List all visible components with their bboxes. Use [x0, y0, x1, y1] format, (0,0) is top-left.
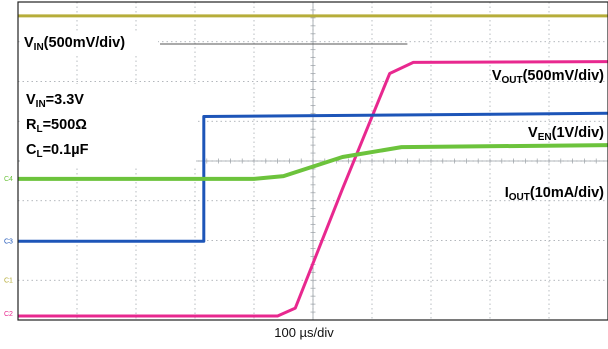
- trace-vout: [18, 60, 608, 318]
- condition-2: RL=500Ω: [26, 117, 87, 135]
- traces: [18, 14, 608, 318]
- channel-marker-c2: C2: [4, 311, 13, 318]
- channel-marker-c1: C1: [4, 277, 13, 284]
- label-iout: IOUT(10mA/div): [505, 185, 604, 203]
- label-vout: VOUT(500mV/div): [492, 68, 604, 86]
- trace-iout: [18, 143, 608, 181]
- label-ven: VEN(1V/div): [528, 125, 604, 143]
- channel-marker-c3: C3: [4, 238, 13, 245]
- conditions-backdrop: [20, 84, 196, 166]
- trace-labels: VIN(500mV/div) VOUT(500mV/div) VEN(1V/div)…: [20, 35, 604, 203]
- vin-label-backdrop: [20, 33, 158, 53]
- condition-3: CL=0.1µF: [26, 142, 89, 160]
- oscilloscope-plot: VIN(500mV/div) VOUT(500mV/div) VEN(1V/div)…: [4, 1, 608, 321]
- label-vin: VIN(500mV/div): [24, 35, 125, 53]
- time-scale-caption: 100 µs/div: [274, 325, 334, 340]
- condition-1: VIN=3.3V: [26, 92, 84, 110]
- channel-markers: C4 C3 C1 C2: [4, 176, 13, 318]
- channel-marker-c4: C4: [4, 176, 13, 183]
- plot-frame: [17, 1, 608, 321]
